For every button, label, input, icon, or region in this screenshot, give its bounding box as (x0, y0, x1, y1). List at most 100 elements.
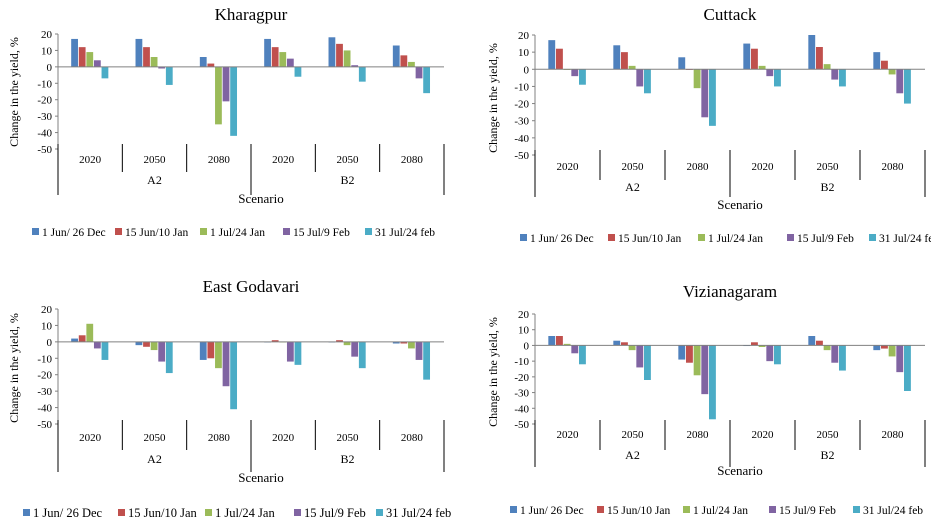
bar (199, 341, 207, 360)
bar (613, 45, 621, 70)
bar (628, 65, 636, 70)
legend-label: 1 Jul/24 Jan (708, 233, 763, 245)
bar (556, 48, 563, 70)
bar (135, 341, 143, 346)
bar (816, 47, 823, 70)
bar (816, 340, 823, 346)
group-label: A2 (625, 180, 640, 194)
bar (150, 341, 158, 351)
category-label: 2080 (687, 161, 710, 173)
legend-label: 31 Jul/24 feb (375, 227, 435, 239)
bar (101, 341, 109, 360)
bar (881, 345, 888, 349)
legend-swatch (23, 509, 30, 516)
y-tick-label: 0 (524, 340, 530, 352)
bar (286, 341, 294, 362)
bar (86, 52, 94, 67)
bar (644, 69, 651, 94)
bar (93, 341, 101, 349)
category-label: 2020 (79, 154, 102, 166)
bar (766, 345, 774, 362)
legend: 1 Jun/ 26 Dec 15 Jun/10 Jan 1 Jul/24 Jan 15… (520, 233, 931, 245)
group-label: B2 (340, 173, 354, 187)
bar (758, 65, 766, 70)
category-label: 2080 (687, 429, 710, 441)
legend-swatch (769, 506, 776, 513)
y-tick-label: 0 (47, 62, 53, 74)
category-label: 2080 (882, 429, 905, 441)
bar (423, 341, 431, 380)
legend-swatch (683, 506, 690, 513)
legend-label: 31 Jul/24 feb (863, 505, 923, 517)
bar (336, 43, 343, 67)
legend-swatch (376, 509, 383, 516)
y-axis-label: Change in the yield, % (7, 313, 21, 423)
chart-panel-cuttack: Cuttack 20 10 0 -10 -20 -30 -40 -50 Change in the… (486, 5, 931, 245)
bar (831, 345, 839, 363)
bar (343, 50, 351, 67)
bar (888, 345, 896, 357)
y-tick-label: -20 (514, 372, 529, 384)
bar (230, 66, 238, 136)
bar (548, 336, 556, 346)
legend-swatch (597, 506, 604, 513)
y-tick-label: -30 (514, 116, 529, 128)
bar (279, 52, 287, 67)
y-tick-label: 20 (41, 29, 53, 41)
legend-label: 31 Jul/24 feb (386, 506, 451, 520)
bar (294, 66, 302, 77)
chart-title: Vizianagaram (683, 282, 777, 301)
category-label: 2080 (208, 432, 231, 444)
category-label: 2020 (557, 429, 580, 441)
y-tick-label: -10 (514, 81, 529, 93)
legend-label: 1 Jun/ 26 Dec (33, 506, 103, 520)
bar (135, 38, 143, 67)
bar (71, 38, 78, 67)
bar (621, 342, 628, 346)
legend-swatch (869, 234, 876, 241)
bar (400, 55, 408, 67)
bar (101, 66, 109, 79)
bar (93, 60, 101, 67)
y-tick-label: -30 (37, 386, 52, 398)
legend-label: 15 Jul/9 Feb (304, 506, 366, 520)
y-tick-label: -20 (514, 99, 529, 111)
bar (336, 340, 343, 342)
bar (743, 43, 751, 70)
category-label: 2020 (79, 432, 102, 444)
legend-swatch (118, 509, 125, 516)
category-label: 2020 (272, 154, 295, 166)
bar (143, 341, 150, 347)
bar (199, 57, 207, 67)
bar (207, 341, 215, 359)
bar (392, 45, 400, 67)
y-tick-label: -50 (514, 150, 529, 162)
bar (271, 47, 279, 67)
category-label: 2050 (144, 154, 167, 166)
legend-label: 15 Jul/9 Feb (797, 233, 854, 245)
bar (613, 340, 621, 346)
y-tick-label: -40 (37, 403, 52, 415)
bar (158, 66, 166, 69)
group-label: A2 (147, 173, 162, 187)
legend-swatch (115, 228, 122, 235)
bar (904, 345, 911, 391)
x-axis-label: Scenario (238, 470, 283, 485)
bar (701, 69, 709, 118)
bar (636, 345, 644, 368)
bar (628, 345, 636, 351)
category-label: 2020 (752, 161, 775, 173)
bar (831, 69, 839, 80)
category-label: 2020 (752, 429, 775, 441)
bar (230, 341, 238, 410)
legend-label: 15 Jun/10 Jan (618, 233, 682, 245)
legend-label: 1 Jul/24 Jan (215, 506, 275, 520)
bar (904, 69, 911, 104)
chart-panel-kharagpur: Kharagpur 20 10 0 -10 -20 -30 -40 -50 Change in t… (7, 5, 445, 239)
legend-swatch (365, 228, 372, 235)
bar (571, 69, 579, 77)
y-tick-label: -30 (37, 111, 52, 123)
y-tick-label: 10 (41, 45, 53, 57)
y-tick-label: -30 (514, 388, 529, 400)
